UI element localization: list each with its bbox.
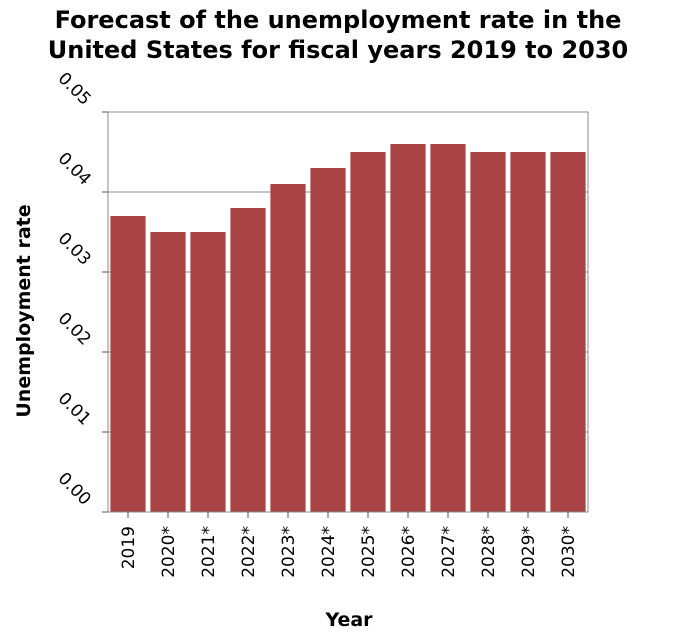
y-tick-label: 0.03 (54, 229, 95, 270)
plot-frame (107, 111, 589, 513)
bar (150, 232, 186, 512)
x-tick-label: 2021* (199, 526, 219, 578)
bar (510, 152, 546, 512)
x-tick-label: 2027* (439, 526, 459, 578)
chart-title-line-2: United States for fiscal years 2019 to 2… (47, 36, 629, 64)
y-ticks: 0.00 0.01 0.02 0.03 0.04 0.05 (54, 69, 108, 513)
x-tick-label: 2024* (319, 526, 339, 578)
x-tick-label: 2020* (159, 526, 179, 578)
x-tick-label: 2025* (359, 526, 379, 578)
bar (270, 184, 306, 512)
x-tick-label: 2029* (519, 526, 539, 578)
x-axis-label: Year (324, 609, 373, 631)
x-tick-label: 2026* (399, 526, 419, 578)
bar (350, 152, 386, 512)
bars (110, 144, 586, 512)
bar (110, 216, 146, 512)
bar (190, 232, 226, 512)
y-tick-label: 0.01 (54, 389, 95, 430)
x-tick-label: 2023* (279, 526, 299, 578)
bar (310, 168, 346, 512)
y-tick-label: 0.00 (54, 469, 95, 510)
y-tick-label: 0.02 (54, 309, 95, 350)
x-tick-label: 2030* (559, 526, 579, 578)
bar (470, 152, 506, 512)
y-tick-label: 0.05 (54, 69, 95, 110)
bar (230, 208, 266, 512)
x-tick-label: 2019 (119, 526, 139, 569)
y-axis-label: Unemployment rate (13, 204, 35, 417)
x-ticks: 2019 2020* 2021* 2022* 2023* 2024* 2025* 2026* 2… (119, 512, 579, 578)
x-tick-label: 2022* (239, 526, 259, 578)
bar (430, 144, 466, 512)
bar (390, 144, 426, 512)
y-tick-label: 0.04 (54, 149, 95, 190)
chart-title-line-1: Forecast of the unemployment rate in the (54, 6, 622, 34)
x-tick-label: 2028* (479, 526, 499, 578)
bar (550, 152, 586, 512)
